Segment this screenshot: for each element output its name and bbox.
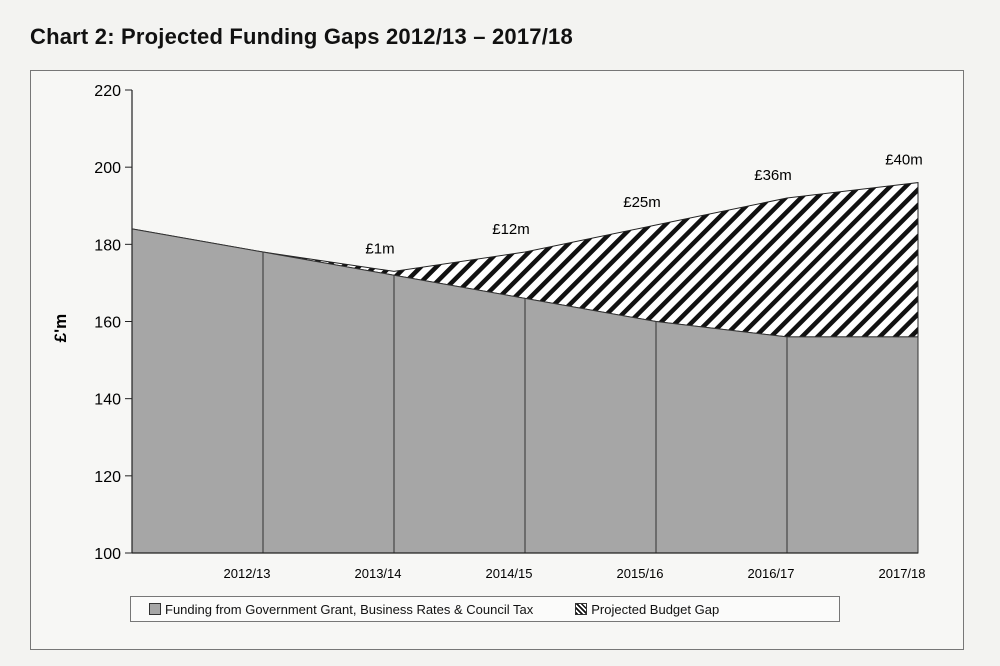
legend-item-funding: Funding from Government Grant, Business … — [149, 602, 533, 617]
y-tick-label: 120 — [94, 469, 121, 486]
gap-data-label: £40m — [885, 152, 923, 169]
legend-item-gap: Projected Budget Gap — [575, 602, 719, 617]
x-tick-label: 2012/13 — [224, 566, 271, 581]
y-tick-label: 200 — [94, 160, 121, 177]
gap-data-label: £1m — [365, 240, 394, 257]
x-tick-label: 2014/15 — [486, 566, 533, 581]
x-tick-label: 2016/17 — [748, 566, 795, 581]
y-axis-label: £'m — [51, 314, 70, 343]
chart-legend: Funding from Government Grant, Business … — [130, 596, 840, 622]
gap-data-label: £25m — [623, 194, 661, 211]
x-tick-label: 2017/18 — [879, 566, 926, 581]
chart-title: Chart 2: Projected Funding Gaps 2012/13 … — [30, 24, 573, 49]
y-tick-label: 180 — [94, 237, 121, 254]
gap-data-label: £12m — [492, 221, 530, 238]
legend-swatch-gap — [575, 603, 588, 615]
legend-label-funding: Funding from Government Grant, Business … — [165, 601, 534, 617]
legend-swatch-funding — [149, 603, 161, 615]
legend-label-gap: Projected Budget Gap — [591, 601, 720, 617]
y-tick-label: 220 — [94, 83, 121, 100]
y-tick-label: 100 — [94, 546, 121, 563]
y-tick-label: 140 — [94, 392, 121, 409]
gap-data-label: £36m — [754, 167, 792, 184]
y-tick-label: 160 — [94, 315, 121, 332]
x-tick-label: 2015/16 — [617, 566, 664, 581]
x-tick-label: 2013/14 — [355, 566, 402, 581]
